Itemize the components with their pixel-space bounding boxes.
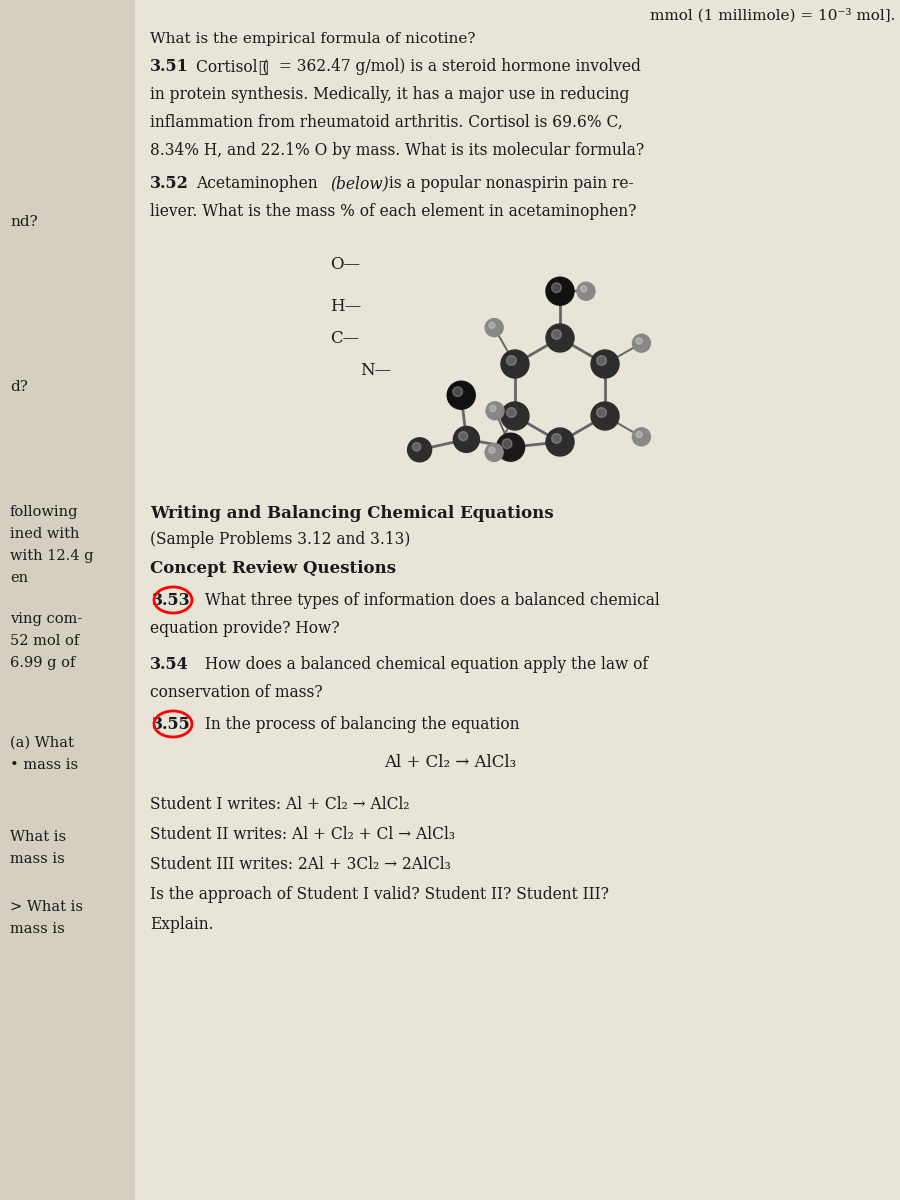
Text: In the process of balancing the equation: In the process of balancing the equation xyxy=(200,716,519,733)
Text: How does a balanced chemical equation apply the law of: How does a balanced chemical equation ap… xyxy=(200,656,648,673)
Text: following: following xyxy=(10,505,78,518)
Circle shape xyxy=(552,283,562,293)
Text: d?: d? xyxy=(10,380,28,394)
Text: ving com-: ving com- xyxy=(10,612,82,626)
Text: mass is: mass is xyxy=(10,922,65,936)
Text: (Sample Problems 3.12 and 3.13): (Sample Problems 3.12 and 3.13) xyxy=(150,530,410,548)
Text: Student III writes: 2Al + 3Cl₂ → 2AlCl₃: Student III writes: 2Al + 3Cl₂ → 2AlCl₃ xyxy=(150,856,451,874)
Text: Al + Cl₂ → AlCl₃: Al + Cl₂ → AlCl₃ xyxy=(384,754,516,770)
Circle shape xyxy=(546,428,574,456)
Text: Is the approach of Student I valid? Student II? Student III?: Is the approach of Student I valid? Stud… xyxy=(150,886,609,902)
Text: in protein synthesis. Medically, it has a major use in reducing: in protein synthesis. Medically, it has … xyxy=(150,86,629,103)
Circle shape xyxy=(552,330,562,340)
Text: inflammation from rheumatoid arthritis. Cortisol is 69.6% C,: inflammation from rheumatoid arthritis. … xyxy=(150,114,623,131)
Text: Explain.: Explain. xyxy=(150,916,213,934)
Circle shape xyxy=(577,282,595,300)
Text: What is the empirical formula of nicotine?: What is the empirical formula of nicotin… xyxy=(150,32,475,46)
Text: with 12.4 g: with 12.4 g xyxy=(10,550,94,563)
Text: en: en xyxy=(10,571,28,584)
Circle shape xyxy=(497,433,525,461)
Text: (below): (below) xyxy=(330,175,389,192)
Circle shape xyxy=(489,322,495,329)
Text: Acetaminophen: Acetaminophen xyxy=(196,175,322,192)
Text: (a) What: (a) What xyxy=(10,736,74,750)
Circle shape xyxy=(580,286,587,292)
Text: Writing and Balancing Chemical Equations: Writing and Balancing Chemical Equations xyxy=(150,505,554,522)
Circle shape xyxy=(633,427,651,445)
Circle shape xyxy=(412,443,421,451)
Text: mass is: mass is xyxy=(10,852,65,866)
Circle shape xyxy=(408,438,432,462)
Circle shape xyxy=(552,433,562,444)
Text: ℳ: ℳ xyxy=(258,58,267,74)
Circle shape xyxy=(489,446,495,454)
Text: Cortisol (: Cortisol ( xyxy=(196,58,268,74)
Circle shape xyxy=(501,402,529,430)
Text: liever. What is the mass % of each element in acetaminophen?: liever. What is the mass % of each eleme… xyxy=(150,203,636,220)
Text: 3.55: 3.55 xyxy=(152,716,191,733)
Circle shape xyxy=(636,431,643,438)
Circle shape xyxy=(485,318,503,336)
Circle shape xyxy=(502,439,512,449)
Text: nd?: nd? xyxy=(10,215,38,229)
Circle shape xyxy=(485,443,503,461)
Text: 3.53: 3.53 xyxy=(152,592,191,608)
Text: 3.51: 3.51 xyxy=(150,58,189,74)
Text: N—: N— xyxy=(360,362,392,379)
Circle shape xyxy=(459,432,468,440)
Text: Student I writes: Al + Cl₂ → AlCl₂: Student I writes: Al + Cl₂ → AlCl₂ xyxy=(150,796,410,814)
Circle shape xyxy=(486,402,504,420)
Text: ined with: ined with xyxy=(10,527,79,541)
Circle shape xyxy=(546,277,574,305)
Text: 8.34% H, and 22.1% O by mass. What is its molecular formula?: 8.34% H, and 22.1% O by mass. What is it… xyxy=(150,142,644,158)
Circle shape xyxy=(546,324,574,352)
Circle shape xyxy=(507,355,517,365)
Circle shape xyxy=(490,406,496,412)
Text: mmol (1 millimole) = 10⁻³ mol].: mmol (1 millimole) = 10⁻³ mol]. xyxy=(650,8,895,23)
Circle shape xyxy=(597,355,607,365)
Text: What is: What is xyxy=(10,830,66,844)
Circle shape xyxy=(597,408,607,418)
Text: 6.99 g of: 6.99 g of xyxy=(10,656,76,670)
Circle shape xyxy=(501,350,529,378)
Circle shape xyxy=(447,382,475,409)
Circle shape xyxy=(636,338,643,344)
Circle shape xyxy=(453,386,463,396)
Text: C—: C— xyxy=(330,330,359,347)
Text: Concept Review Questions: Concept Review Questions xyxy=(150,560,396,577)
Text: = 362.47 g/mol) is a steroid hormone involved: = 362.47 g/mol) is a steroid hormone inv… xyxy=(274,58,641,74)
Text: is a popular nonaspirin pain re-: is a popular nonaspirin pain re- xyxy=(384,175,634,192)
Circle shape xyxy=(633,334,651,353)
Text: equation provide? How?: equation provide? How? xyxy=(150,620,339,637)
Text: 3.52: 3.52 xyxy=(150,175,189,192)
Text: 3.54: 3.54 xyxy=(150,656,189,673)
Text: O—: O— xyxy=(330,256,360,272)
Circle shape xyxy=(507,408,517,418)
Circle shape xyxy=(591,402,619,430)
Text: H—: H— xyxy=(330,298,361,314)
Text: • mass is: • mass is xyxy=(10,758,78,772)
Text: Student II writes: Al + Cl₂ + Cl → AlCl₃: Student II writes: Al + Cl₂ + Cl → AlCl₃ xyxy=(150,826,455,842)
Text: What three types of information does a balanced chemical: What three types of information does a b… xyxy=(200,592,660,608)
Text: 52 mol of: 52 mol of xyxy=(10,634,79,648)
Text: > What is: > What is xyxy=(10,900,83,914)
Bar xyxy=(0,0,135,1200)
Circle shape xyxy=(591,350,619,378)
Circle shape xyxy=(454,426,480,452)
Text: conservation of mass?: conservation of mass? xyxy=(150,684,323,701)
